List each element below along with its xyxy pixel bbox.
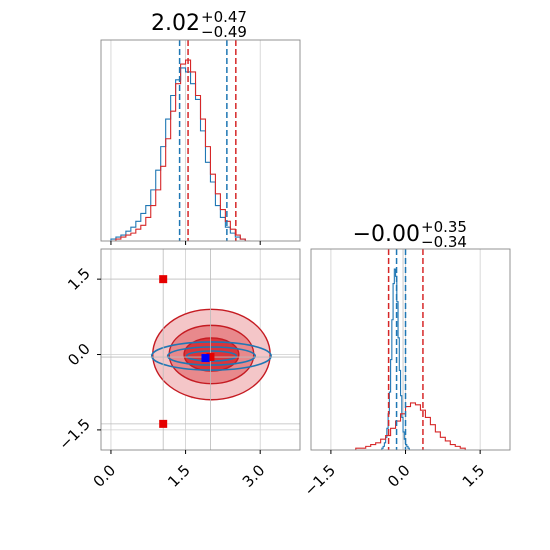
y-title-value: −0.00 <box>353 222 420 247</box>
joint-plot-area <box>101 249 300 450</box>
x-marginal-panel <box>100 39 301 245</box>
joint-blue-contour-2 <box>185 350 238 362</box>
x-marginal-title: 2.02 +0.47 −0.49 <box>151 8 247 41</box>
joint-xtick-label-1: 1.5 <box>164 461 194 491</box>
y-marginal-xtick-label-2: 1.5 <box>459 461 489 491</box>
joint-xtick-label-0: 0.0 <box>90 461 120 491</box>
x-title-minus: −0.49 <box>201 23 247 41</box>
joint-marker-0 <box>159 275 168 284</box>
joint-ytick-label-0: −1.5 <box>55 415 93 453</box>
y-marginal-frame <box>310 248 511 451</box>
y-title-plus: +0.35 <box>421 218 467 236</box>
joint-ytick-label-2: 1.5 <box>64 264 94 294</box>
x-title-value: 2.02 <box>151 11 200 36</box>
y-marginal-xtick-label-1: 0.0 <box>384 461 414 491</box>
x-marginal-plot-area <box>110 40 261 241</box>
y-marginal-hist-red <box>355 402 466 450</box>
joint-ytick-label-1: 0.0 <box>64 340 94 370</box>
y-title-minus: −0.34 <box>421 233 467 251</box>
y-marginal-xtick-label-0: −1.5 <box>301 461 339 499</box>
joint-panel: 0.0 1.5 3.0 −1.5 0.0 1.5 <box>55 248 301 491</box>
joint-marker-3 <box>201 354 210 363</box>
x-marginal-hist-red <box>110 59 251 241</box>
x-marginal-hist-blue <box>110 67 251 241</box>
y-marginal-plot-area <box>330 249 481 450</box>
y-marginal-title: −0.00 +0.35 −0.34 <box>353 218 467 251</box>
joint-marker-1 <box>159 419 168 428</box>
joint-marker-2 <box>206 353 215 362</box>
x-title-plus: +0.47 <box>201 8 247 26</box>
y-marginal-hist-blue <box>380 268 431 450</box>
y-marginal-panel: −1.5 0.0 1.5 <box>301 248 511 500</box>
joint-blue-contour-0 <box>150 341 272 371</box>
x-marginal-frame <box>100 39 301 242</box>
joint-xtick-label-2: 3.0 <box>239 461 269 491</box>
joint-frame <box>100 248 301 451</box>
joint-blue-contour-1 <box>166 346 257 366</box>
